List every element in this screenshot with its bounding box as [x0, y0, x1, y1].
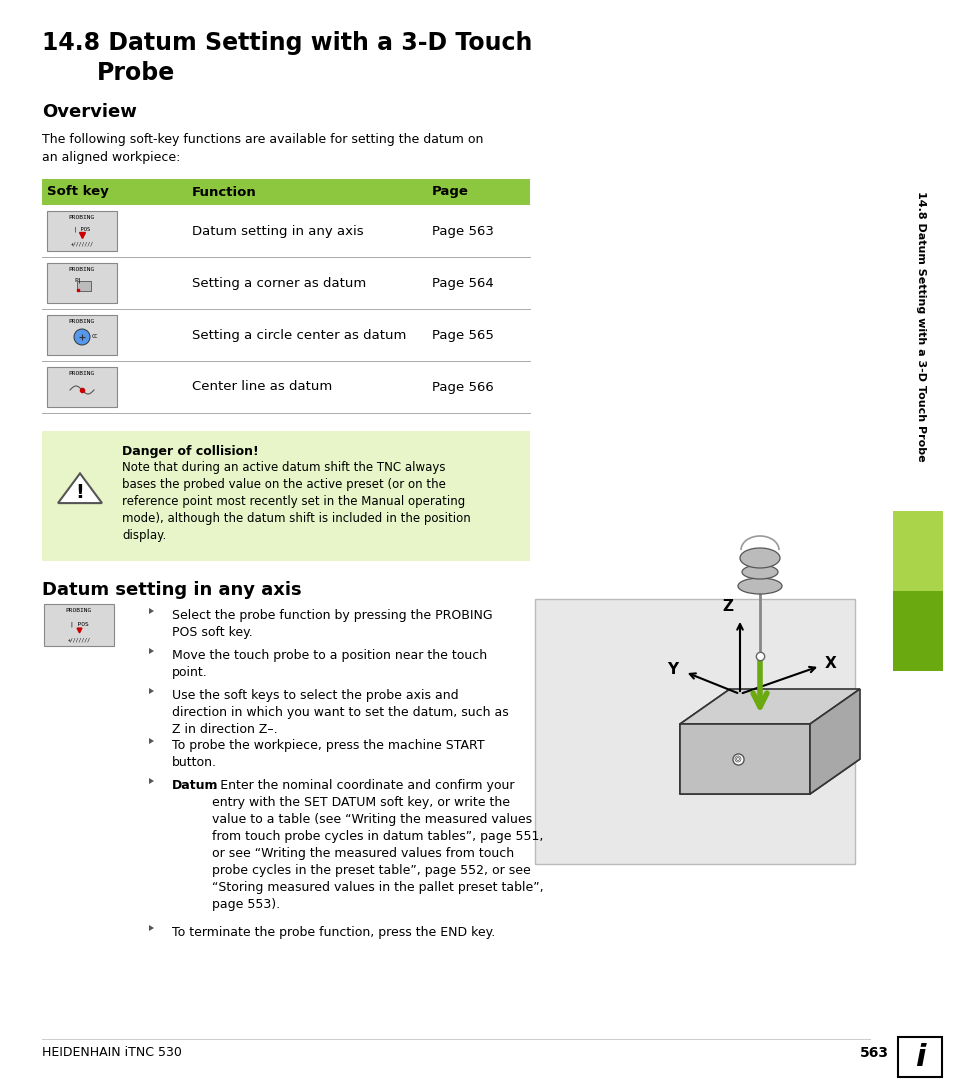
Polygon shape	[679, 759, 859, 794]
Text: CC: CC	[91, 335, 98, 339]
Bar	[47, 211, 117, 251]
Text: Page: Page	[432, 185, 468, 199]
Text: Move the touch probe to a position near the touch
point.: Move the touch probe to a position near …	[172, 649, 487, 679]
Text: PROBING: PROBING	[66, 608, 92, 613]
Polygon shape	[58, 473, 102, 503]
Text: Z: Z	[721, 599, 733, 614]
Text: Overview: Overview	[42, 103, 136, 121]
Text: +///////: +///////	[71, 242, 93, 247]
Text: !: !	[75, 483, 85, 503]
Bar	[47, 315, 117, 355]
Polygon shape	[149, 778, 153, 784]
Circle shape	[74, 329, 90, 345]
Ellipse shape	[738, 578, 781, 594]
Text: PROBING: PROBING	[69, 319, 95, 324]
Text: Danger of collision!: Danger of collision!	[122, 445, 258, 458]
Polygon shape	[679, 690, 729, 794]
Bar	[897, 1038, 941, 1077]
Text: : Enter the nominal coordinate and confirm your
entry with the SET DATUM soft ke: : Enter the nominal coordinate and confi…	[212, 779, 543, 911]
Text: PROBING: PROBING	[69, 371, 95, 376]
Text: Use the soft keys to select the probe axis and
direction in which you want to se: Use the soft keys to select the probe ax…	[172, 690, 508, 736]
Text: 563: 563	[859, 1046, 888, 1060]
Bar	[77, 281, 91, 291]
Text: Function: Function	[192, 185, 256, 199]
Text: PROBING: PROBING	[69, 267, 95, 272]
Text: Page 564: Page 564	[432, 276, 494, 289]
Polygon shape	[809, 690, 859, 794]
Polygon shape	[149, 925, 153, 931]
Text: Page 563: Page 563	[432, 225, 494, 238]
Text: Y: Y	[666, 661, 678, 676]
Text: +///////: +///////	[68, 637, 91, 642]
Text: The following soft-key functions are available for setting the datum on
an align: The following soft-key functions are ava…	[42, 133, 483, 164]
Text: Setting a circle center as datum: Setting a circle center as datum	[192, 328, 406, 341]
Bar	[42, 431, 530, 561]
Text: Select the probe function by pressing the PROBING
POS soft key.: Select the probe function by pressing th…	[172, 609, 492, 639]
Bar	[47, 367, 117, 407]
Polygon shape	[679, 690, 859, 724]
Polygon shape	[149, 688, 153, 694]
Bar	[892, 591, 942, 671]
Text: X: X	[824, 657, 836, 671]
Text: | POS: | POS	[73, 226, 90, 231]
Polygon shape	[679, 724, 809, 794]
Text: To terminate the probe function, press the END key.: To terminate the probe function, press t…	[172, 926, 495, 939]
Text: Soft key: Soft key	[47, 185, 109, 199]
Bar	[892, 511, 942, 591]
Ellipse shape	[740, 548, 780, 568]
Text: 14.8 Datum Setting with a 3-D Touch: 14.8 Datum Setting with a 3-D Touch	[42, 31, 532, 55]
Bar	[44, 604, 113, 646]
Text: Datum setting in any axis: Datum setting in any axis	[42, 582, 301, 599]
Text: Center line as datum: Center line as datum	[192, 381, 332, 394]
Text: HEIDENHAIN iTNC 530: HEIDENHAIN iTNC 530	[42, 1046, 182, 1059]
Text: PROBING: PROBING	[69, 215, 95, 220]
Text: Setting a corner as datum: Setting a corner as datum	[192, 276, 366, 289]
Text: | POS: | POS	[70, 621, 89, 626]
Bar	[42, 179, 530, 205]
Text: Datum: Datum	[172, 779, 218, 792]
Text: 14.8 Datum Setting with a 3-D Touch Probe: 14.8 Datum Setting with a 3-D Touch Prob…	[915, 191, 925, 461]
Polygon shape	[149, 738, 153, 744]
Polygon shape	[149, 608, 153, 614]
Text: Note that during an active datum shift the TNC always
bases the probed value on : Note that during an active datum shift t…	[122, 461, 470, 542]
Text: Page 565: Page 565	[432, 328, 494, 341]
Text: Datum setting in any axis: Datum setting in any axis	[192, 225, 363, 238]
Text: Page 566: Page 566	[432, 381, 494, 394]
Bar	[47, 263, 117, 303]
Text: Probe: Probe	[97, 61, 175, 85]
Ellipse shape	[741, 565, 778, 579]
Bar	[535, 599, 854, 864]
Text: To probe the workpiece, press the machine START
button.: To probe the workpiece, press the machin…	[172, 739, 484, 769]
Text: P|: P|	[74, 277, 81, 283]
Text: i: i	[914, 1043, 924, 1071]
Polygon shape	[149, 648, 153, 654]
